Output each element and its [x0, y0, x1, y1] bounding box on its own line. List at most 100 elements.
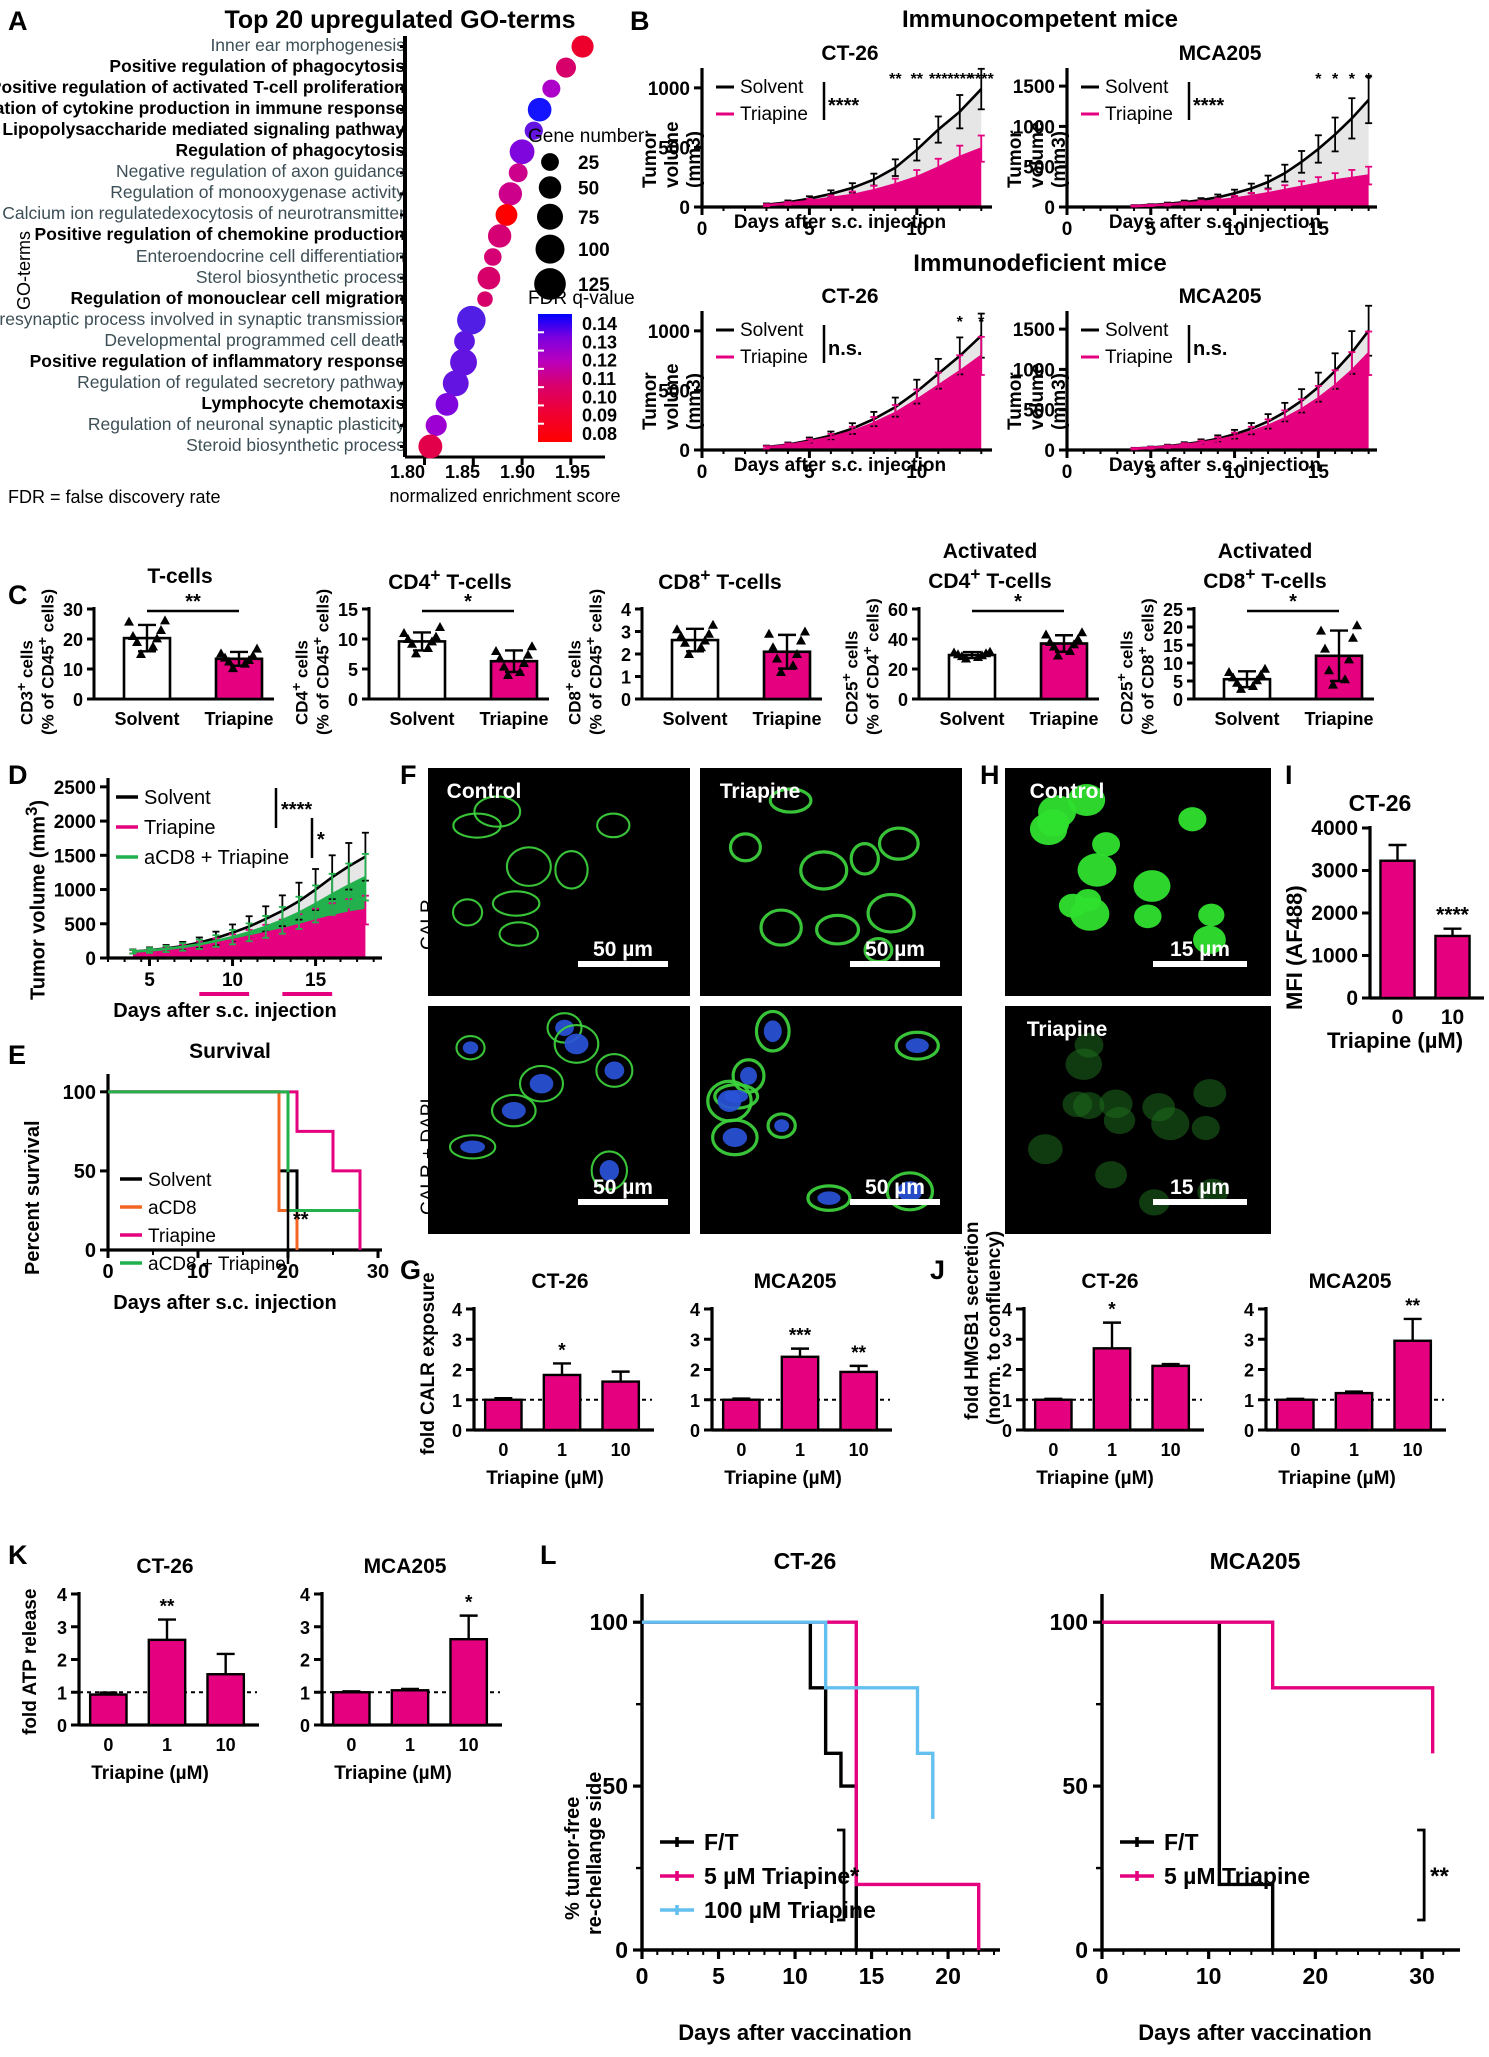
svg-text:40: 40: [888, 630, 908, 650]
svg-text:Triapine: Triapine: [1029, 709, 1098, 729]
svg-text:100: 100: [578, 240, 610, 261]
svg-text:Triapine: Triapine: [148, 1226, 216, 1247]
svg-text:2500: 2500: [54, 778, 96, 799]
go-term-label: Regulation of cytokine production in imm…: [0, 98, 405, 119]
svg-text:50: 50: [1062, 1773, 1088, 1799]
svg-text:0: 0: [1173, 690, 1183, 710]
svg-text:0: 0: [679, 441, 690, 462]
svg-text:****: ****: [1193, 95, 1224, 117]
svg-text:20: 20: [1303, 1963, 1329, 1989]
svg-text:1: 1: [405, 1735, 415, 1755]
svg-text:20: 20: [63, 630, 83, 650]
panelA-title: Top 20 upregulated GO-terms: [224, 6, 576, 34]
svg-text:5: 5: [348, 660, 358, 680]
svg-text:1500: 1500: [54, 846, 96, 867]
go-term-label: Negative regulation of axon guidance: [116, 161, 405, 182]
svg-text:10: 10: [611, 1440, 631, 1460]
svg-text:50: 50: [74, 1161, 96, 1183]
go-term-label: Presynaptic process involved in synaptic…: [0, 308, 405, 329]
xtick-A-1: 1.85: [445, 462, 481, 482]
svg-text:1: 1: [795, 1440, 805, 1460]
svg-text:3: 3: [1244, 1330, 1254, 1350]
svg-text:Triapine: Triapine: [752, 709, 821, 729]
xtick-A-2: 1.90: [500, 462, 536, 482]
svg-text:100: 100: [63, 1082, 96, 1104]
svg-text:4: 4: [1002, 1300, 1012, 1320]
svg-text:Triapine: Triapine: [740, 104, 808, 125]
svg-text:30: 30: [1409, 1963, 1435, 1989]
svg-text:10: 10: [1161, 1440, 1181, 1460]
svg-text:*: *: [1289, 591, 1297, 613]
svg-text:20: 20: [888, 660, 908, 680]
svg-text:1000: 1000: [1311, 945, 1358, 968]
svg-text:****: ****: [1436, 904, 1470, 927]
svg-text:0.10: 0.10: [582, 387, 617, 407]
panelH-images: Control Triapine 15 µm 15 µm: [1005, 768, 1275, 1243]
panelI-chart: 0 1000 2000 3000 4000 0 10 ****: [1290, 812, 1489, 1042]
panelK-chart-1: 0 1 2 3 4 0 1 10 *: [278, 1578, 508, 1763]
panelI-title: CT-26: [1348, 790, 1412, 816]
panelD-xlabel: Days after s.c. injection: [113, 1000, 337, 1022]
svg-text:Solvent: Solvent: [1105, 320, 1169, 341]
svg-text:5: 5: [1145, 219, 1156, 240]
svg-text:15: 15: [338, 600, 358, 620]
panelB-heading-bottom: Immunodeficient mice: [913, 250, 1167, 277]
svg-text:aCD8 + Triapine: aCD8 + Triapine: [148, 1254, 286, 1275]
svg-text:1000: 1000: [648, 322, 690, 343]
svg-text:*: *: [464, 591, 472, 613]
svg-text:Solvent: Solvent: [114, 709, 179, 729]
svg-text:1: 1: [452, 1391, 462, 1411]
svg-text:10: 10: [906, 219, 927, 240]
svg-text:10: 10: [849, 1440, 869, 1460]
svg-text:3: 3: [300, 1618, 310, 1638]
panelD-ylabel: Tumor volume (mm3): [22, 799, 50, 1000]
svg-text:0.11: 0.11: [582, 369, 616, 389]
panelE-ylabel: Percent survival: [22, 1120, 44, 1275]
panel-label-B: B: [630, 6, 650, 36]
panelA-size-legend: 25 50 75 100 125: [528, 150, 648, 300]
svg-text:100: 100: [1050, 1609, 1088, 1635]
svg-text:1: 1: [1349, 1440, 1359, 1460]
svg-text:2: 2: [452, 1361, 462, 1381]
svg-text:****: ****: [281, 799, 312, 821]
svg-text:10: 10: [1441, 1006, 1464, 1029]
panelK-title-0: CT-26: [136, 1555, 194, 1578]
panelG-ylabel: fold CALR exposure: [418, 1272, 439, 1455]
svg-text:*: *: [1332, 71, 1339, 88]
svg-text:Solvent: Solvent: [389, 709, 454, 729]
panelB-xlabel-0: Days after s.c. injection: [733, 212, 947, 233]
go-term-label: Positive regulation of activated T-cell …: [0, 77, 405, 98]
svg-text:3000: 3000: [1311, 860, 1358, 883]
svg-text:30: 30: [367, 1261, 389, 1283]
panelC-ylabel2-3: (% of CD4+ cells): [860, 598, 883, 735]
panel-label-I: I: [1285, 760, 1293, 790]
svg-text:0: 0: [1075, 1937, 1088, 1963]
panelK-xlabel-1: Triapine (µM): [334, 1763, 452, 1784]
panelK-title-1: MCA205: [363, 1555, 447, 1578]
svg-text:5 µM Triapine: 5 µM Triapine: [1164, 1863, 1310, 1889]
svg-text:**: **: [160, 1597, 175, 1618]
svg-text:0: 0: [1002, 1421, 1012, 1441]
panelA-footnote: FDR = false discovery rate: [8, 487, 221, 507]
svg-text:100 µM Triapine: 100 µM Triapine: [704, 1897, 876, 1923]
go-term-label: Regulation of phagocytosis: [175, 140, 405, 161]
svg-text:10: 10: [1403, 1440, 1423, 1460]
svg-text:3: 3: [452, 1330, 462, 1350]
svg-text:0: 0: [102, 1261, 113, 1283]
svg-text:***: ***: [929, 71, 948, 88]
panelJ-xlabel-1: Triapine (µM): [1278, 1468, 1396, 1489]
panelJ-title-0: CT-26: [1081, 1270, 1139, 1293]
svg-text:Triapine: Triapine: [1027, 1018, 1108, 1041]
svg-text:0: 0: [1048, 1440, 1058, 1460]
svg-text:Solvent: Solvent: [740, 77, 804, 98]
xtick-A-3: 1.95: [555, 462, 591, 482]
svg-text:**: **: [293, 1209, 309, 1231]
svg-text:50 µm: 50 µm: [593, 1176, 653, 1199]
panelL-title-1: MCA205: [1209, 1548, 1301, 1574]
c1-cd4: CD4: [388, 571, 431, 594]
panelB-xlabel-3: Days after s.c. injection: [1108, 455, 1322, 476]
svg-text:0: 0: [898, 690, 908, 710]
panelJ-xlabel-0: Triapine (µM): [1036, 1468, 1154, 1489]
panelJ-chart-1: 0 1 2 3 4 0 1 10 **: [1222, 1293, 1452, 1468]
svg-text:0: 0: [690, 1421, 700, 1441]
